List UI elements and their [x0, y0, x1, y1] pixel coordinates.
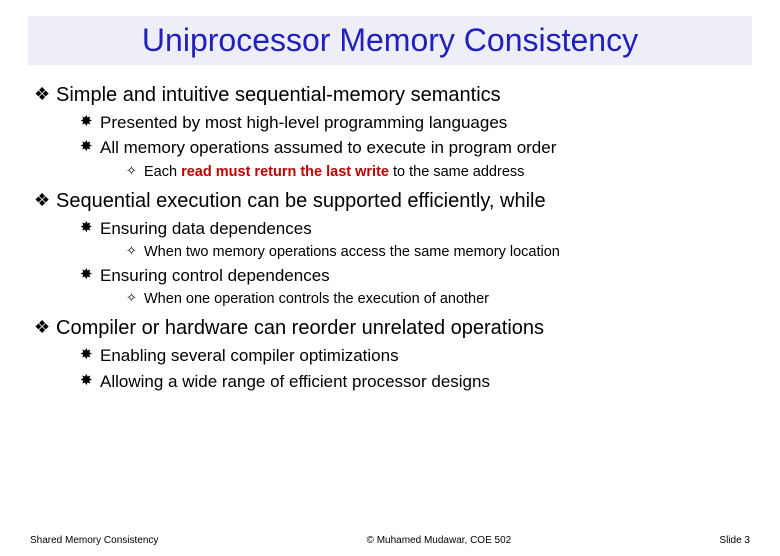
bullet-text: Allowing a wide range of efficient proce… — [100, 371, 490, 392]
bullet-lvl2: ✸ Presented by most high-level programmi… — [80, 112, 746, 133]
bullet-lvl2: ✸ Enabling several compiler optimization… — [80, 345, 746, 366]
footer-left: Shared Memory Consistency — [30, 535, 158, 546]
text-post: to the same address — [389, 164, 524, 180]
title-band: Uniprocessor Memory Consistency — [28, 16, 752, 65]
footer-center: © Muhamed Mudawar, COE 502 — [367, 535, 512, 546]
star-icon: ✸ — [80, 345, 100, 365]
bullet-text: Sequential execution can be supported ef… — [56, 189, 546, 214]
slide-footer: Shared Memory Consistency © Muhamed Muda… — [0, 535, 780, 546]
bullet-text: Compiler or hardware can reorder unrelat… — [56, 316, 544, 341]
bullet-lvl1: ❖ Compiler or hardware can reorder unrel… — [34, 316, 746, 341]
bullet-text: Ensuring control dependences — [100, 265, 330, 286]
bullet-lvl2: ✸ All memory operations assumed to execu… — [80, 137, 746, 158]
bullet-lvl3: ✧ When two memory operations access the … — [126, 243, 746, 261]
bullet-text: When one operation controls the executio… — [144, 290, 489, 308]
bullet-lvl2: ✸ Ensuring data dependences — [80, 218, 746, 239]
bullet-lvl1: ❖ Simple and intuitive sequential-memory… — [34, 83, 746, 108]
bullet-lvl3: ✧ Each read must return the last write t… — [126, 163, 746, 181]
text-pre: Each — [144, 164, 181, 180]
bullet-text: Enabling several compiler optimizations — [100, 345, 399, 366]
star-icon: ✸ — [80, 112, 100, 132]
star-icon: ✸ — [80, 137, 100, 157]
star-icon: ✸ — [80, 371, 100, 391]
bullet-lvl2: ✸ Ensuring control dependences — [80, 265, 746, 286]
slide-title: Uniprocessor Memory Consistency — [38, 22, 742, 59]
bullet-text: Presented by most high-level programming… — [100, 112, 507, 133]
star-icon: ✸ — [80, 218, 100, 238]
small-diamond-icon: ✧ — [126, 243, 144, 260]
small-diamond-icon: ✧ — [126, 290, 144, 307]
emphasis-text: read must return the last write — [181, 164, 389, 180]
bullet-text: Ensuring data dependences — [100, 218, 312, 239]
bullet-lvl3: ✧ When one operation controls the execut… — [126, 290, 746, 308]
bullet-text: All memory operations assumed to execute… — [100, 137, 556, 158]
star-icon: ✸ — [80, 265, 100, 285]
bullet-text: Simple and intuitive sequential-memory s… — [56, 83, 501, 108]
bullet-lvl1: ❖ Sequential execution can be supported … — [34, 189, 746, 214]
bullet-text: Each read must return the last write to … — [144, 163, 524, 181]
diamond-icon: ❖ — [34, 316, 56, 339]
diamond-icon: ❖ — [34, 189, 56, 212]
diamond-icon: ❖ — [34, 83, 56, 106]
bullet-text: When two memory operations access the sa… — [144, 243, 560, 261]
small-diamond-icon: ✧ — [126, 163, 144, 180]
footer-right: Slide 3 — [719, 535, 750, 546]
slide-content: ❖ Simple and intuitive sequential-memory… — [0, 71, 780, 392]
bullet-lvl2: ✸ Allowing a wide range of efficient pro… — [80, 371, 746, 392]
